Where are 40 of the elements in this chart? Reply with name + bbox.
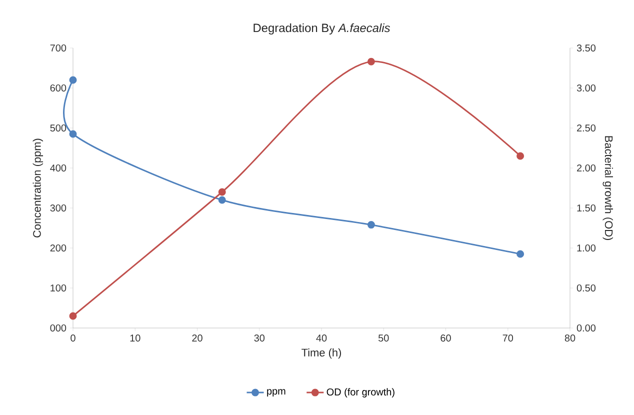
y2-tick-label: 0.50 [576,284,596,292]
point [69,130,77,138]
point [516,152,524,160]
point [367,58,375,66]
x-tick-label: 10 [130,334,140,342]
y2-tick-label: 1.00 [577,244,596,252]
point [218,196,226,204]
y-tick-label: 700 [50,44,66,52]
y2-tick-label: 0.00 [576,324,596,332]
chart-title: Degradation By A.faecalis [254,23,390,35]
y2-tick-label: 3.00 [576,84,596,92]
y-tick-label: 600 [50,84,66,92]
y-tick-label: 200 [50,244,66,252]
x-axis-title: Time (h) [302,348,341,359]
y-tick-label: 300 [50,204,66,212]
y2-tick-label: 3.50 [576,44,596,52]
legend-label: ppm [267,389,286,397]
y2-tick-label: 2.00 [577,164,596,172]
y-tick-label: 000 [50,324,66,332]
x-tick-label: 20 [192,334,202,342]
x-tick-label: 0 [70,334,76,342]
y-tick-label: 400 [50,164,66,172]
y-axis-title: Concentration (ppm) [32,138,44,238]
point [218,188,226,196]
point [367,221,375,229]
point [69,312,77,320]
point [516,250,524,258]
y2-tick-label: 1.50 [577,204,596,212]
x-tick-label: 70 [502,334,514,342]
y2-tick-label: 2.50 [577,124,596,132]
y-tick-label: 100 [50,284,66,292]
y2-axis-title: Bacterial growth (OD) [602,136,613,240]
x-tick-label: 80 [564,334,576,342]
x-tick-label: 50 [378,334,389,342]
point [69,76,77,84]
y-tick-label: 500 [50,124,66,132]
legend-label: OD (for growth) [326,388,394,398]
x-tick-label: 40 [316,334,327,342]
x-tick-label: 30 [254,334,265,342]
x-tick-label: 60 [440,334,451,342]
